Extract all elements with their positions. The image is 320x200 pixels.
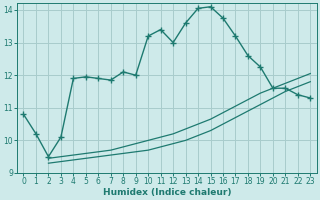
X-axis label: Humidex (Indice chaleur): Humidex (Indice chaleur) bbox=[103, 188, 231, 197]
